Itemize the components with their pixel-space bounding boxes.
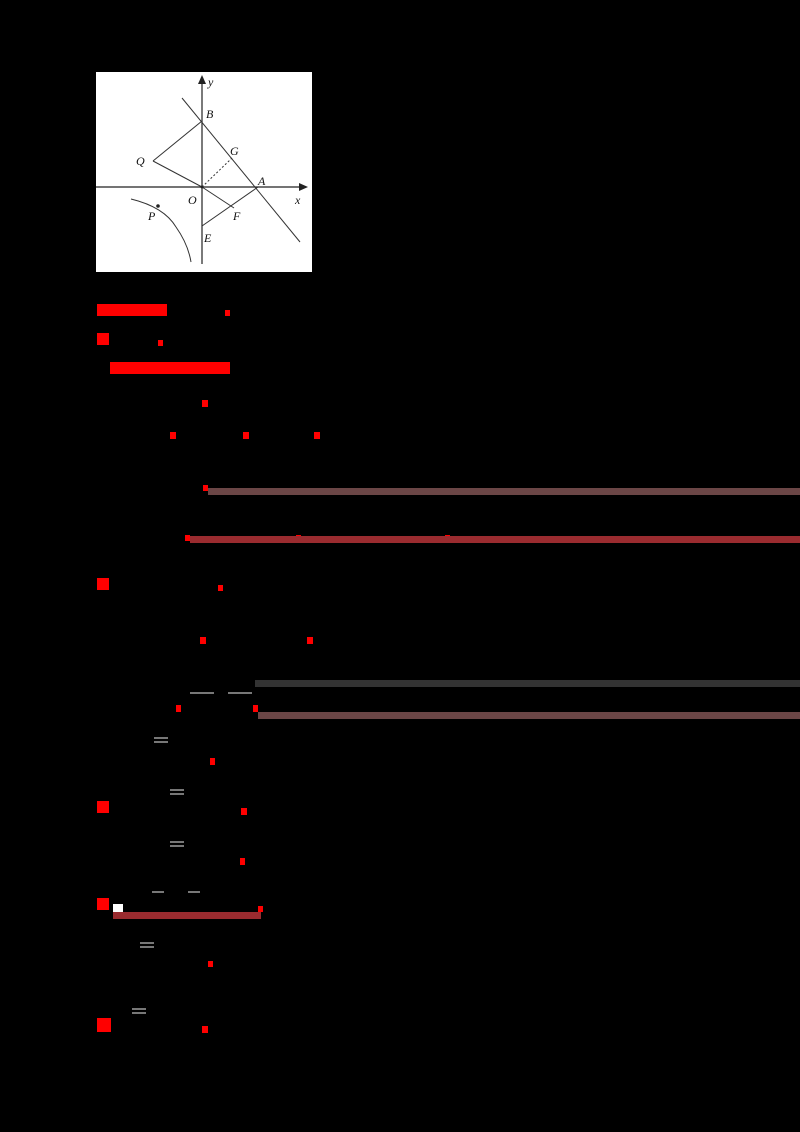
x-axis-label: x	[294, 193, 301, 207]
comma-marker	[176, 705, 181, 712]
period-marker	[240, 858, 245, 865]
equals-sign	[140, 946, 154, 948]
label-o: O	[188, 193, 197, 207]
period-marker	[210, 758, 215, 765]
period-marker	[253, 705, 258, 712]
fraction-bar	[228, 692, 252, 694]
period-marker	[225, 310, 230, 316]
step-label-marker	[97, 333, 109, 345]
underline-bar	[208, 488, 800, 495]
step-label-marker	[97, 801, 109, 813]
comma-marker	[185, 535, 190, 541]
label-q: Q	[136, 154, 145, 168]
label-a: A	[257, 174, 266, 188]
coordinate-diagram: y x B Q G A O P F E	[96, 75, 308, 264]
period-marker	[307, 637, 313, 644]
period-marker	[208, 961, 213, 967]
underline-bar	[258, 712, 800, 719]
comma-marker	[243, 432, 249, 439]
step-label-marker	[97, 898, 109, 910]
period-marker	[241, 808, 247, 815]
underline-bar	[190, 536, 800, 543]
underline-bar	[113, 912, 261, 919]
underline-bar	[255, 680, 800, 687]
step-label-marker	[97, 578, 109, 590]
equals-sign	[170, 845, 184, 847]
equals-sign	[132, 1008, 146, 1010]
equals-sign	[170, 841, 184, 843]
y-axis-label: y	[207, 75, 214, 89]
equals-sign	[132, 1012, 146, 1014]
minus-sign	[152, 891, 164, 893]
heading-marker	[110, 362, 230, 374]
period-marker	[258, 906, 263, 912]
period-marker	[202, 400, 208, 407]
label-g: G	[230, 144, 239, 158]
period-marker	[218, 585, 223, 591]
minus-sign	[188, 891, 200, 893]
comma-marker	[170, 432, 176, 439]
period-marker	[202, 1026, 208, 1033]
label-f: F	[232, 209, 241, 223]
answer-label-marker	[97, 304, 167, 316]
equals-sign	[170, 793, 184, 795]
label-p: P	[147, 209, 156, 223]
fraction-bar	[190, 692, 214, 694]
equals-sign	[154, 741, 168, 743]
comma-marker	[200, 637, 206, 644]
step-label-marker	[97, 1018, 111, 1032]
subscript-box	[113, 904, 123, 912]
equals-sign	[170, 789, 184, 791]
equals-sign	[154, 737, 168, 739]
period-marker	[314, 432, 320, 439]
period-marker	[158, 340, 163, 346]
period-marker	[203, 485, 208, 491]
label-b: B	[206, 107, 214, 121]
equals-sign	[140, 942, 154, 944]
label-e: E	[203, 231, 212, 245]
geometry-figure: y x B Q G A O P F E	[96, 72, 312, 272]
